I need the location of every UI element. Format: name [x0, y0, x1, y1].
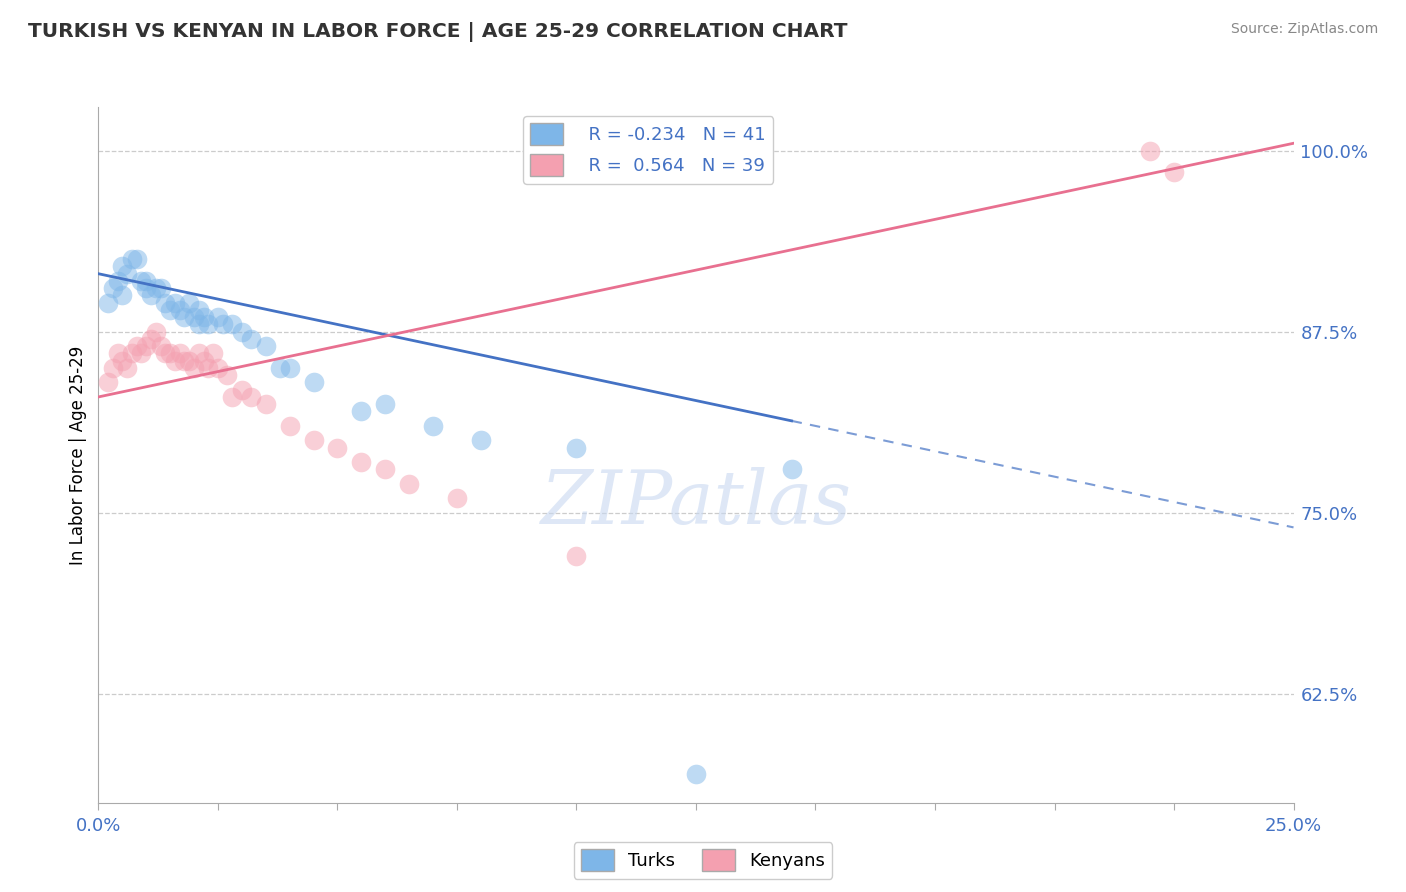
Point — [149, 339, 172, 353]
Point — [145, 325, 167, 339]
Point — [202, 346, 225, 360]
Point — [446, 491, 468, 506]
Point — [139, 288, 162, 302]
Point — [302, 434, 325, 448]
Point — [125, 252, 148, 267]
Point — [169, 303, 191, 318]
Point — [101, 360, 124, 375]
Point — [207, 360, 229, 375]
Point — [278, 418, 301, 433]
Point — [111, 288, 134, 302]
Point — [302, 376, 325, 390]
Point — [101, 281, 124, 295]
Point — [107, 274, 129, 288]
Point — [565, 441, 588, 455]
Point — [115, 360, 138, 375]
Text: ZIPatlas: ZIPatlas — [540, 467, 852, 540]
Point — [187, 346, 209, 360]
Point — [173, 353, 195, 368]
Legend: Turks, Kenyans: Turks, Kenyans — [574, 842, 832, 879]
Point — [97, 376, 120, 390]
Point — [422, 418, 444, 433]
Point — [326, 441, 349, 455]
Point — [121, 346, 143, 360]
Point — [125, 339, 148, 353]
Point — [221, 390, 243, 404]
Point — [374, 397, 396, 411]
Point — [135, 274, 157, 288]
Point — [565, 549, 588, 564]
Point — [374, 462, 396, 476]
Point — [470, 434, 492, 448]
Point — [193, 310, 215, 325]
Point — [131, 274, 153, 288]
Point — [398, 476, 420, 491]
Point — [159, 303, 181, 318]
Point — [159, 346, 181, 360]
Point — [187, 318, 209, 332]
Point — [231, 383, 253, 397]
Point — [115, 267, 138, 281]
Point — [685, 766, 707, 781]
Y-axis label: In Labor Force | Age 25-29: In Labor Force | Age 25-29 — [69, 345, 87, 565]
Legend:   R = -0.234   N = 41,   R =  0.564   N = 39: R = -0.234 N = 41, R = 0.564 N = 39 — [523, 116, 773, 184]
Point — [135, 281, 157, 295]
Point — [97, 295, 120, 310]
Point — [254, 339, 277, 353]
Point — [163, 295, 186, 310]
Point — [149, 281, 172, 295]
Point — [197, 360, 219, 375]
Point — [193, 353, 215, 368]
Point — [155, 346, 177, 360]
Point — [221, 318, 243, 332]
Text: Source: ZipAtlas.com: Source: ZipAtlas.com — [1230, 22, 1378, 37]
Point — [169, 346, 191, 360]
Point — [217, 368, 239, 383]
Point — [135, 339, 157, 353]
Point — [131, 346, 153, 360]
Point — [139, 332, 162, 346]
Point — [183, 310, 205, 325]
Point — [163, 353, 186, 368]
Point — [155, 295, 177, 310]
Point — [111, 260, 134, 274]
Point — [269, 360, 291, 375]
Point — [211, 318, 233, 332]
Point — [111, 353, 134, 368]
Point — [183, 360, 205, 375]
Point — [107, 346, 129, 360]
Point — [179, 353, 201, 368]
Point — [145, 281, 167, 295]
Point — [240, 390, 263, 404]
Point — [278, 360, 301, 375]
Point — [207, 310, 229, 325]
Point — [187, 303, 209, 318]
Point — [231, 325, 253, 339]
Point — [254, 397, 277, 411]
Text: TURKISH VS KENYAN IN LABOR FORCE | AGE 25-29 CORRELATION CHART: TURKISH VS KENYAN IN LABOR FORCE | AGE 2… — [28, 22, 848, 42]
Point — [179, 295, 201, 310]
Point — [197, 318, 219, 332]
Point — [1163, 165, 1185, 179]
Point — [240, 332, 263, 346]
Point — [121, 252, 143, 267]
Point — [780, 462, 803, 476]
Point — [1139, 144, 1161, 158]
Point — [350, 455, 373, 469]
Point — [350, 404, 373, 418]
Point — [173, 310, 195, 325]
